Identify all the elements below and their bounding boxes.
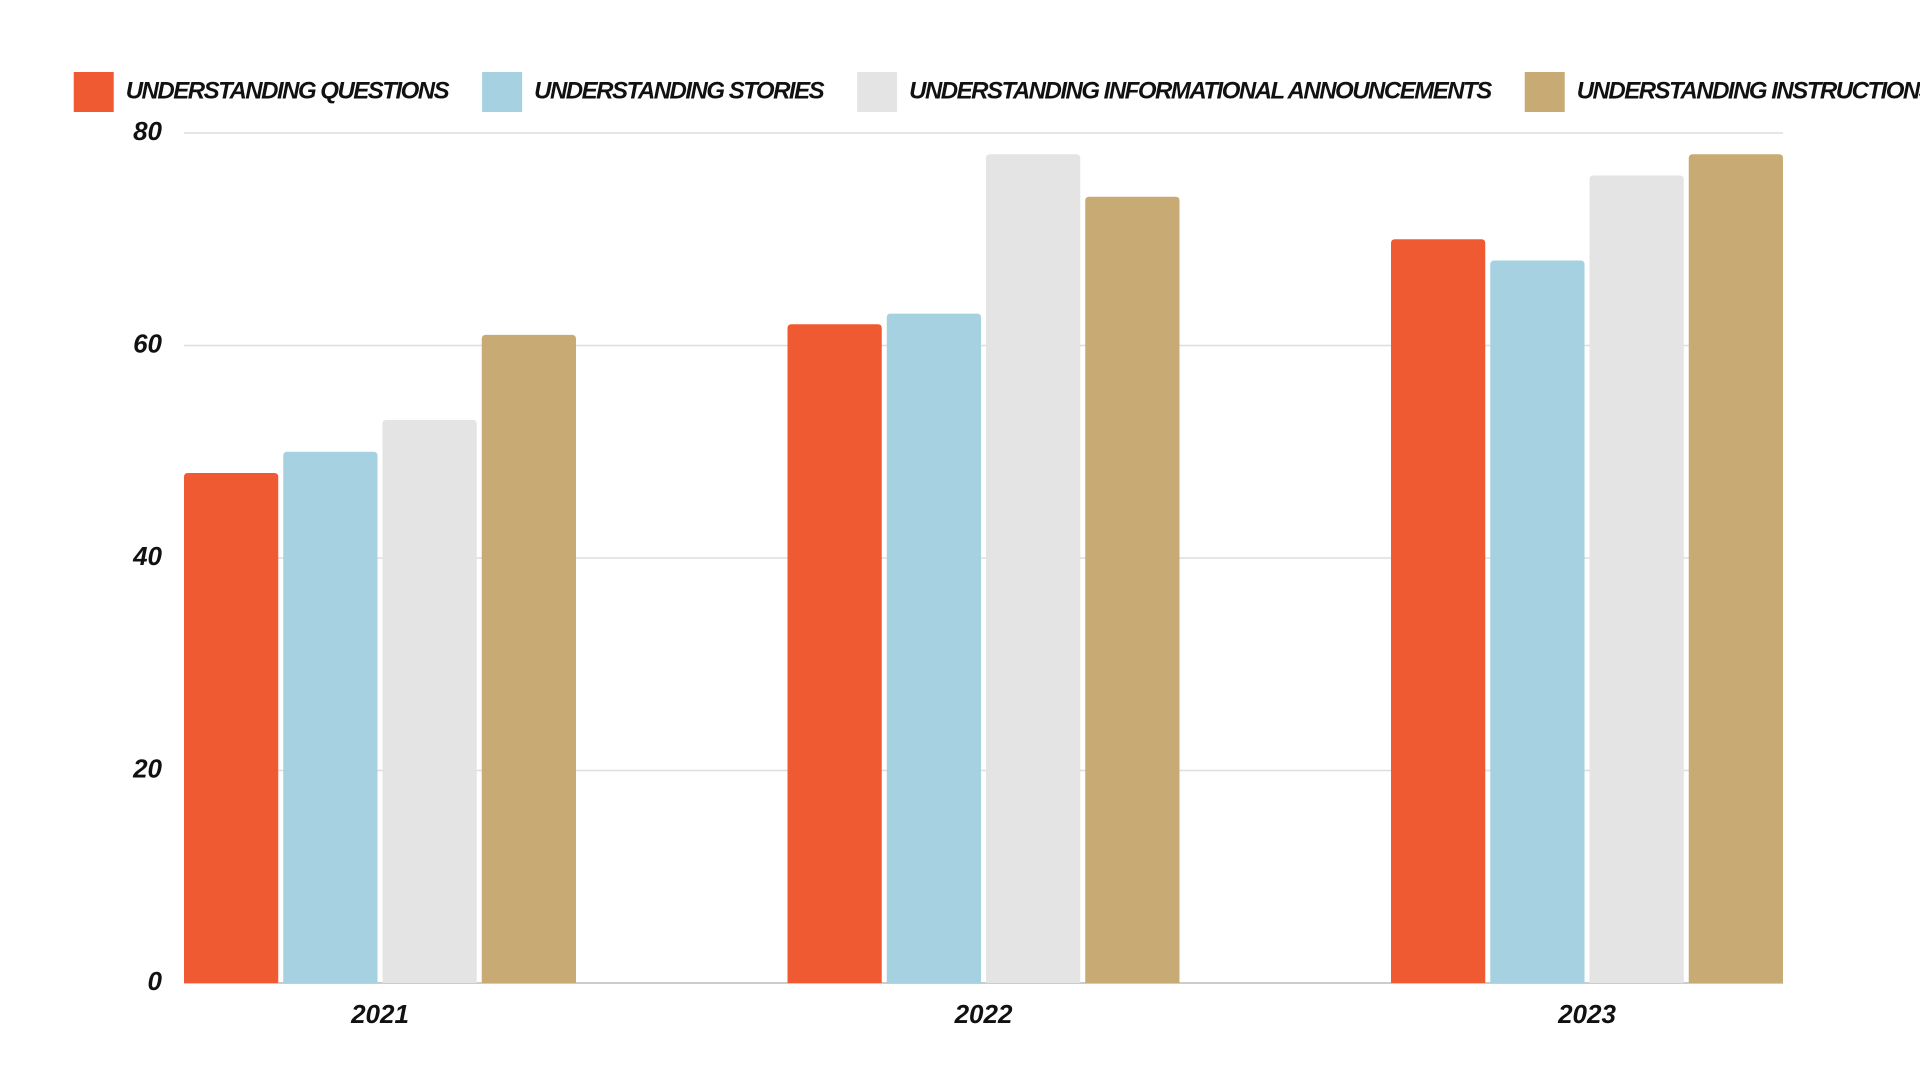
bar [1589,175,1684,983]
x-tick-label: 2023 [1557,999,1616,1029]
legend-label: UNDERSTANDING INSTRUCTIONS [1577,77,1920,104]
bar [382,419,477,983]
legend-swatch [73,72,114,112]
x-tick-label: 2022 [954,999,1013,1029]
bar [283,451,378,983]
bar [787,324,882,983]
y-tick-label: 60 [133,328,162,358]
y-tick-label: 0 [148,966,163,996]
y-tick-label: 20 [132,753,162,783]
bar [1085,196,1180,983]
bar [184,473,279,983]
bar [1688,154,1783,983]
bar [481,334,576,983]
bar [986,154,1081,983]
y-tick-label: 40 [132,541,162,571]
legend-swatch [857,72,898,112]
legend-label: UNDERSTANDING STORIES [534,77,824,104]
legend-label: UNDERSTANDING INFORMATIONAL ANNOUNCEMENT… [909,77,1492,104]
bar [1391,239,1486,983]
bar [886,313,981,983]
legend: UNDERSTANDING QUESTIONS UNDERSTANDING STO… [73,72,1920,112]
legend-swatch [1524,72,1565,112]
legend-label: UNDERSTANDING QUESTIONS [126,77,450,104]
y-tick-label: 80 [133,116,162,146]
legend-swatch [482,72,523,112]
x-tick-label: 2021 [350,999,409,1029]
bar [1490,260,1585,983]
